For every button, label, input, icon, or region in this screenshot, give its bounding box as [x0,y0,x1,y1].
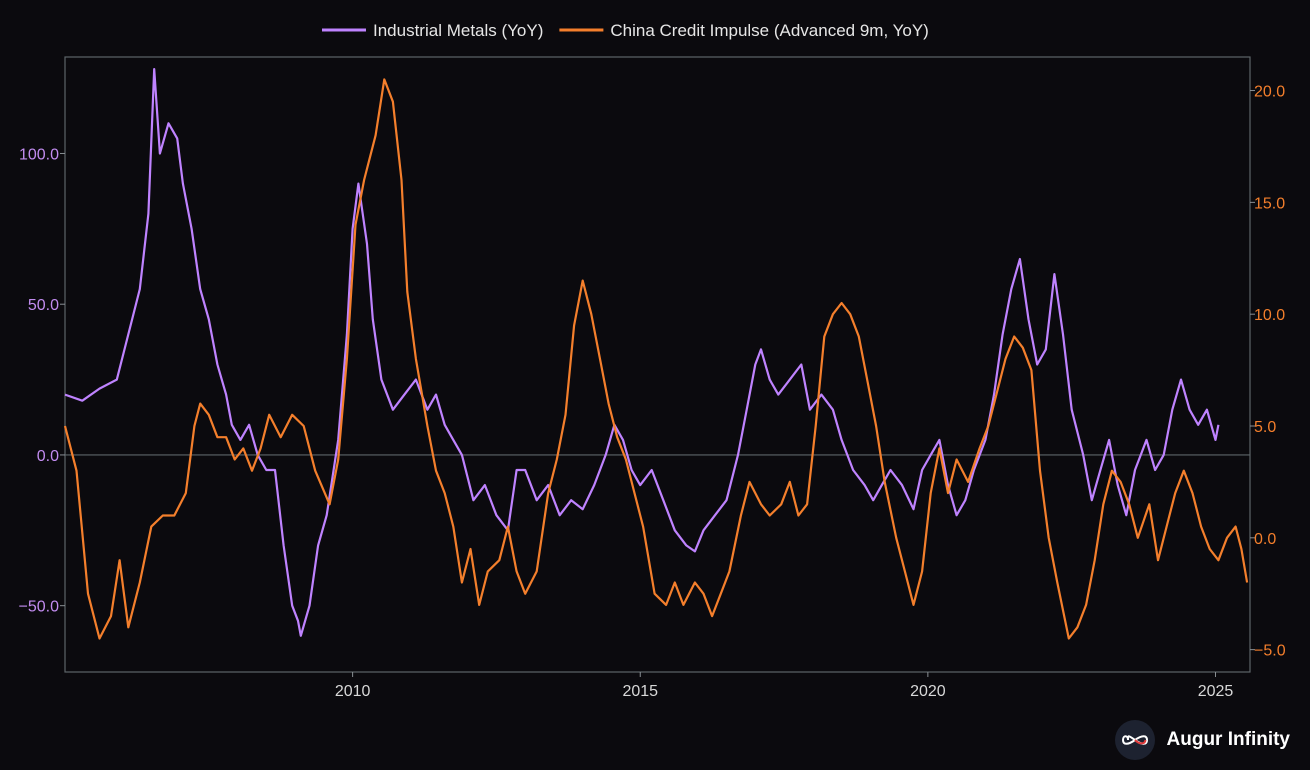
series-line-1 [64,67,1220,637]
y-right-tick-label: 15.0 [1254,195,1285,212]
y-right-tick-label: 10.0 [1254,307,1285,324]
legend-label: Industrial Metals (YoY) [373,21,543,40]
legend-item-1: Industrial Metals (YoY) [322,21,543,40]
y-left-tick-label: −50.0 [19,599,60,616]
infinity-icon [1114,720,1155,760]
brand-watermark: Augur Infinity [1114,720,1290,760]
legend-label: China Credit Impulse (Advanced 9m, YoY) [610,21,928,40]
y-axis-right: −5.0 0.0 5.0 10.0 15.0 20.0 [1250,84,1286,660]
plot-area [64,56,1251,673]
x-tick-label: 2015 [622,683,658,700]
brand-name: Augur Infinity [1166,729,1290,750]
y-right-tick-label: 0.0 [1254,531,1276,548]
y-left-tick-label: 100.0 [19,146,59,163]
legend-item-2: China Credit Impulse (Advanced 9m, YoY) [559,21,929,40]
y-left-tick-label: 50.0 [28,297,59,314]
y-right-tick-label: 5.0 [1254,419,1276,436]
x-tick-label: 2025 [1198,683,1234,700]
x-axis: 2010 2015 2020 2025 [335,672,1234,700]
x-tick-label: 2020 [910,683,946,700]
y-right-tick-label: 20.0 [1254,84,1285,101]
y-axis-left: −50.0 0.0 50.0 100.0 [19,146,65,616]
x-tick-label: 2010 [335,683,371,700]
legend: Industrial Metals (YoY) China Credit Impu… [322,21,929,40]
series-layer [63,67,1249,640]
y-left-tick-label: 0.0 [37,448,59,465]
series-line-2 [63,78,1249,640]
y-right-tick-label: −5.0 [1254,643,1286,660]
